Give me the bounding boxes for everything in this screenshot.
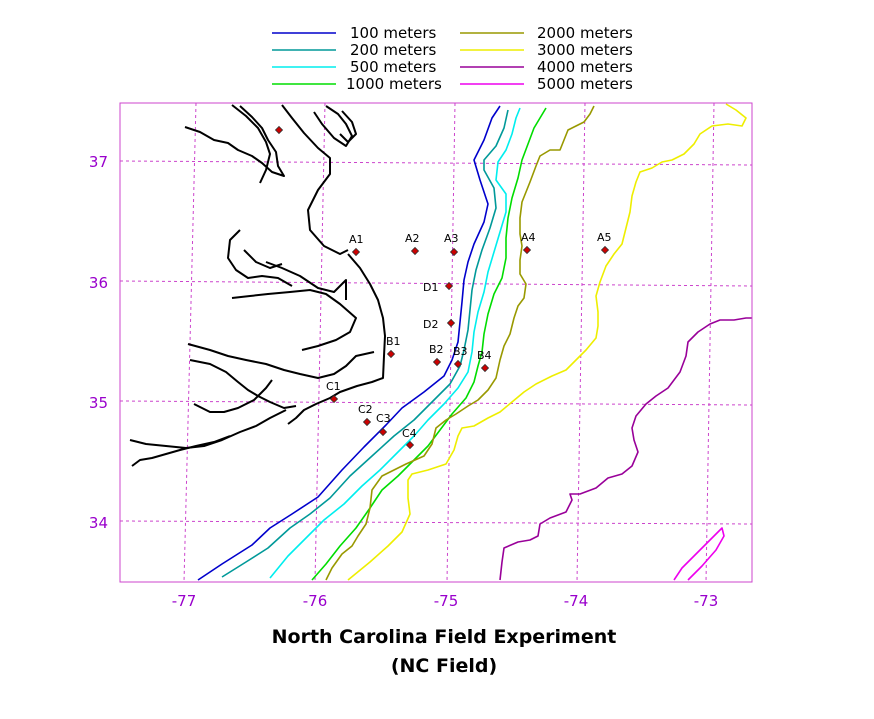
lon-tick-74: -74: [564, 592, 589, 610]
station-diamond: [522, 245, 532, 255]
lon-tick-labels: -77 -76 -75 -74 -73: [172, 592, 719, 610]
coastline: [129, 104, 386, 467]
lon-line-73: [705, 102, 715, 583]
station-diamond: [600, 245, 610, 255]
station-diamond: [444, 281, 454, 291]
lat-tick-labels: 37 36 35 34: [89, 153, 108, 532]
contour-5000m: [673, 527, 725, 581]
station-d2: D2: [423, 318, 456, 331]
legend-label: 100 meters: [350, 24, 437, 42]
contour-3000m: [347, 103, 747, 581]
contour-4000m: [499, 317, 752, 581]
station-c1: C1: [326, 380, 341, 404]
station-diamond: [351, 247, 361, 257]
lon-line-77: [183, 102, 197, 583]
station-b3: B3: [453, 345, 468, 369]
station-diamond: [410, 246, 420, 256]
station-c2: C2: [358, 403, 373, 427]
lat-tick-36: 36: [89, 274, 108, 292]
station-diamond: [446, 318, 456, 328]
legend-label: 4000 meters: [537, 58, 633, 76]
legend-entry-2000m: 2000 meters: [460, 24, 633, 42]
station-d1: D1: [423, 281, 454, 294]
lat-line-34: [119, 520, 753, 525]
contour-500m: [269, 107, 521, 579]
station-label: C4: [402, 427, 417, 440]
station-diamond: [405, 440, 415, 450]
contour-1000m: [311, 107, 547, 581]
lat-line-35: [119, 400, 753, 406]
subtitle: (NC Field): [391, 655, 497, 677]
station-a5: A5: [597, 231, 612, 255]
station-b4: B4: [477, 349, 492, 373]
legend-entry-1000m: 1000 meters: [272, 75, 442, 93]
station-label: A4: [521, 231, 536, 244]
station-label: A1: [349, 233, 364, 246]
legend-entry-200m: 200 meters: [272, 41, 437, 59]
station-label: B3: [453, 345, 468, 358]
bathymetry-contours: [197, 103, 752, 581]
lon-line-75: [446, 102, 456, 583]
station-a3: A3: [444, 232, 459, 257]
station-diamond: [480, 363, 490, 373]
station-diamond: [362, 417, 372, 427]
station-label: C2: [358, 403, 373, 416]
legend-label: 3000 meters: [537, 41, 633, 59]
station-b2: B2: [429, 343, 444, 367]
contour-2000m: [325, 105, 595, 581]
station-diamond: [449, 247, 459, 257]
lon-tick-73: -73: [694, 592, 719, 610]
lon-line-76: [314, 102, 326, 583]
lon-tick-76: -76: [303, 592, 328, 610]
contour-100m: [197, 105, 501, 581]
map-title: North Carolina Field Experiment (NC Fiel…: [272, 626, 617, 677]
station-label: A5: [597, 231, 612, 244]
station-c3: C3: [376, 412, 391, 437]
station-label: C3: [376, 412, 391, 425]
legend: 100 meters 200 meters 500 meters 1000 me…: [272, 24, 633, 93]
lon-tick-75: -75: [434, 592, 459, 610]
station-diamond: [274, 125, 284, 135]
station-a1: A1: [349, 233, 364, 257]
station-label: D2: [423, 318, 438, 331]
station-diamond: [453, 359, 463, 369]
legend-entry-3000m: 3000 meters: [460, 41, 633, 59]
station-diamond: [432, 357, 442, 367]
lat-tick-37: 37: [89, 153, 108, 171]
station-a2: A2: [405, 232, 420, 256]
legend-entry-5000m: 5000 meters: [460, 75, 633, 93]
lat-tick-35: 35: [89, 394, 108, 412]
station-diamond: [329, 394, 339, 404]
station-b1: B1: [386, 335, 401, 359]
legend-label: 1000 meters: [346, 75, 442, 93]
title: North Carolina Field Experiment: [272, 626, 617, 648]
station-c4: C4: [402, 427, 417, 450]
station-diamond: [378, 427, 388, 437]
legend-entry-100m: 100 meters: [272, 24, 437, 42]
lon-tick-77: -77: [172, 592, 197, 610]
lon-line-74: [576, 102, 586, 583]
legend-entry-500m: 500 meters: [272, 58, 437, 76]
legend-label: 5000 meters: [537, 75, 633, 93]
station-label: A3: [444, 232, 459, 245]
map-frame: [119, 102, 753, 583]
lat-tick-34: 34: [89, 514, 108, 532]
station-label: B2: [429, 343, 444, 356]
station-label: B4: [477, 349, 492, 362]
legend-label: 2000 meters: [537, 24, 633, 42]
station-label: D1: [423, 281, 438, 294]
station-marker: [274, 125, 284, 135]
station-label: C1: [326, 380, 341, 393]
station-diamond: [386, 349, 396, 359]
legend-label: 500 meters: [350, 58, 437, 76]
legend-entry-4000m: 4000 meters: [460, 58, 633, 76]
station-label: B1: [386, 335, 401, 348]
stations: A1 A2 A3 A4 A5 D1 D2 B1 B2 B3 B4 C1 C2 C…: [274, 125, 612, 450]
legend-label: 200 meters: [350, 41, 437, 59]
station-a4: A4: [521, 231, 536, 255]
contour-200m: [221, 109, 509, 578]
station-label: A2: [405, 232, 420, 245]
